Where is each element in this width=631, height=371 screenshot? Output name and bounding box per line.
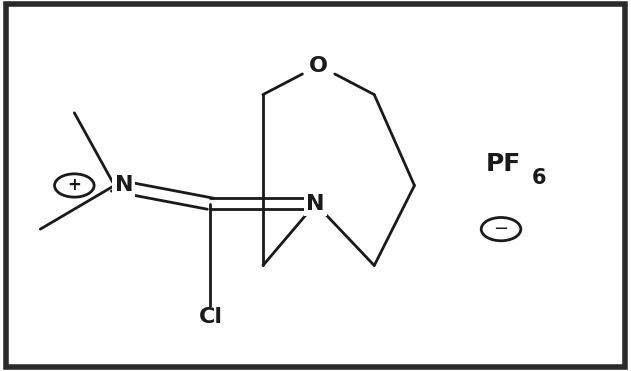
Text: 6: 6 [532, 168, 546, 188]
Text: +: + [68, 177, 81, 194]
Text: O: O [309, 56, 328, 76]
Text: Cl: Cl [198, 307, 222, 327]
Text: −: − [493, 220, 509, 238]
Text: N: N [115, 175, 133, 196]
Text: PF: PF [486, 152, 521, 176]
Text: N: N [306, 194, 325, 214]
